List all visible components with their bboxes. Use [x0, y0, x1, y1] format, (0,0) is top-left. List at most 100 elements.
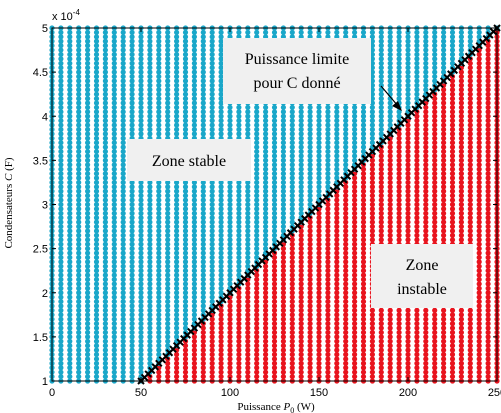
- stable-point: [183, 92, 188, 97]
- unstable-point: [281, 334, 286, 339]
- stable-point: [147, 92, 152, 97]
- unstable-point: [334, 321, 339, 326]
- unstable-point: [486, 264, 491, 269]
- unstable-point: [450, 356, 455, 361]
- y-tick-label: 3: [42, 200, 48, 212]
- annotation-unstable-box: [371, 244, 473, 308]
- stable-point: [210, 264, 215, 269]
- unstable-point: [343, 334, 348, 339]
- unstable-point: [325, 334, 330, 339]
- stable-point: [174, 127, 179, 132]
- unstable-point: [308, 321, 313, 326]
- x-tick-label: 0: [49, 387, 55, 399]
- unstable-point: [325, 356, 330, 361]
- unstable-point: [477, 127, 482, 132]
- unstable-point: [405, 127, 410, 132]
- unstable-point: [316, 334, 321, 339]
- stable-point: [58, 321, 63, 326]
- unstable-point: [450, 321, 455, 326]
- stable-point: [138, 264, 143, 269]
- stable-point: [67, 39, 72, 44]
- stable-point: [121, 127, 126, 132]
- stable-point: [67, 321, 72, 326]
- unstable-point: [236, 321, 241, 326]
- unstable-point: [388, 356, 393, 361]
- unstable-point: [379, 321, 384, 326]
- unstable-point: [254, 334, 259, 339]
- unstable-point: [423, 334, 428, 339]
- unstable-point: [379, 334, 384, 339]
- unstable-point: [227, 334, 232, 339]
- unstable-point: [468, 356, 473, 361]
- unstable-point: [477, 321, 482, 326]
- unstable-point: [477, 92, 482, 97]
- unstable-point: [450, 92, 455, 97]
- stable-point: [299, 127, 304, 132]
- unstable-point: [219, 321, 224, 326]
- unstable-point: [236, 356, 241, 361]
- unstable-point: [290, 264, 295, 269]
- stable-point: [103, 334, 108, 339]
- unstable-point: [486, 321, 491, 326]
- stable-point: [130, 321, 135, 326]
- annotation-unstable-line2: instable: [397, 281, 447, 298]
- stable-point: [183, 127, 188, 132]
- stable-point: [281, 127, 286, 132]
- unstable-point: [370, 356, 375, 361]
- stable-point: [130, 39, 135, 44]
- stable-point: [112, 356, 117, 361]
- stable-point: [67, 264, 72, 269]
- stable-point: [147, 39, 152, 44]
- stable-point: [405, 92, 410, 97]
- stable-point: [76, 321, 81, 326]
- stable-point: [121, 264, 126, 269]
- stable-point: [414, 92, 419, 97]
- unstable-point: [468, 334, 473, 339]
- stable-point: [316, 127, 321, 132]
- unstable-point: [370, 321, 375, 326]
- y-tick-label: 5: [42, 23, 48, 35]
- stable-point: [130, 334, 135, 339]
- stable-point: [183, 39, 188, 44]
- unstable-point: [352, 334, 357, 339]
- unstable-point: [441, 356, 446, 361]
- stable-point: [165, 264, 170, 269]
- x-tick-label: 150: [310, 387, 328, 399]
- stable-point: [236, 264, 241, 269]
- stable-point: [414, 39, 419, 44]
- stable-point: [219, 127, 224, 132]
- unstable-point: [299, 264, 304, 269]
- stable-point: [76, 92, 81, 97]
- unstable-point: [263, 334, 268, 339]
- unstable-point: [272, 264, 277, 269]
- stable-point: [67, 127, 72, 132]
- stable-point: [192, 127, 197, 132]
- stable-point: [254, 127, 259, 132]
- stable-point: [227, 264, 232, 269]
- unstable-point: [290, 356, 295, 361]
- unstable-point: [459, 127, 464, 132]
- stable-point: [112, 264, 117, 269]
- stable-point: [423, 39, 428, 44]
- unstable-point: [281, 356, 286, 361]
- unstable-point: [325, 264, 330, 269]
- stable-point: [397, 39, 402, 44]
- stable-point: [76, 356, 81, 361]
- unstable-point: [290, 321, 295, 326]
- stable-point: [397, 92, 402, 97]
- unstable-point: [263, 264, 268, 269]
- annotation-limit-box: [223, 38, 371, 104]
- unstable-point: [263, 356, 268, 361]
- unstable-point: [245, 334, 250, 339]
- unstable-point: [272, 356, 277, 361]
- unstable-point: [183, 356, 188, 361]
- annotation-limit-line1: Puissance limite: [245, 51, 349, 68]
- stable-point: [94, 264, 99, 269]
- stable-point: [192, 264, 197, 269]
- unstable-point: [397, 356, 402, 361]
- stable-point: [67, 334, 72, 339]
- unstable-point: [308, 334, 313, 339]
- unstable-point: [308, 264, 313, 269]
- stable-point: [468, 39, 473, 44]
- stable-point: [192, 39, 197, 44]
